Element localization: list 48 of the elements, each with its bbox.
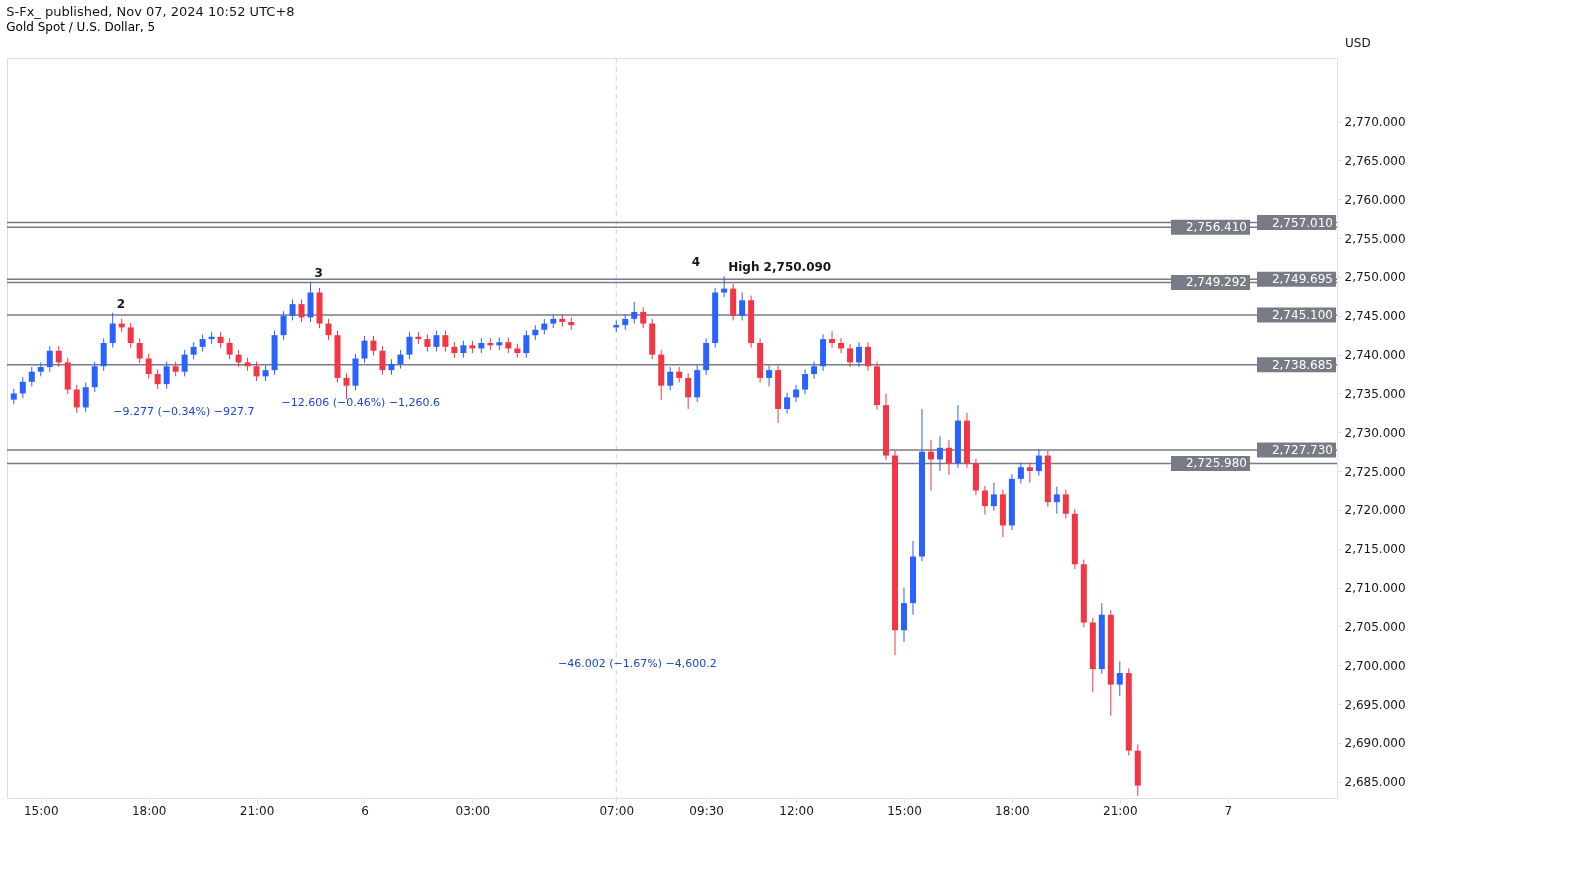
x-tick-label: 03:00 [455,803,491,818]
y-tick-label: 2,740.000 [1344,348,1406,363]
y-tick-label: 2,760.000 [1344,192,1406,207]
y-tick-label: 2,755.000 [1344,231,1406,246]
y-tick-label: 2,690.000 [1344,736,1406,751]
x-tick-label: 21:00 [1103,803,1138,818]
y-tick-label: 2,720.000 [1344,503,1406,518]
annotation: −46.002 (−1.67%) −4,600.2 [558,657,717,671]
y-tick-label: 2,685.000 [1344,775,1406,790]
annotation: 3 [314,265,323,280]
ref-line-label: 2,756.410 [1185,220,1247,235]
x-tick-label: 18:00 [131,803,167,818]
y-tick-label: 2,715.000 [1344,542,1406,557]
ref-line-label: 2,738.685 [1271,357,1333,372]
x-tick-label: 15:00 [23,803,59,818]
x-tick-label: 09:30 [689,803,724,818]
ref-line-label: 2,757.010 [1271,215,1333,230]
annotation: 4 [691,254,701,269]
chart-title: S-Fx_ published, Nov 07, 2024 10:52 UTC+8 [6,4,295,20]
y-tick-label: 2,725.000 [1344,464,1406,479]
x-tick-label: 18:00 [995,803,1030,818]
y-tick-label: 2,730.000 [1344,425,1406,440]
ref-line-label: 2,725.980 [1185,456,1247,471]
x-tick-label: 6 [361,803,369,818]
annotation: High 2,750.090 [728,260,832,275]
y-tick-label: 2,745.000 [1344,309,1406,324]
text: USD [1345,36,1371,51]
x-tick-label: 12:00 [779,803,814,818]
annotation: −9.277 (−0.34%) −927.7 [113,404,255,418]
chart-subtitle: Gold Spot / U.S. Dollar, 5 [6,20,156,35]
annotation: −12.606 (−0.46%) −1,260.6 [281,395,441,409]
ref-line-label: 2,749.695 [1271,272,1333,287]
y-tick-label: 2,710.000 [1344,581,1406,596]
y-tick-label: 2,700.000 [1344,658,1406,673]
x-tick-label: 07:00 [599,803,635,818]
annotation: 2 [116,296,126,311]
y-tick-label: 2,705.000 [1344,619,1406,634]
ref-line-label: 2,749.292 [1185,275,1247,290]
y-tick-label: 2,770.000 [1344,115,1406,130]
y-tick-label: 2,695.000 [1344,697,1406,712]
ref-line-label: 2,727.730 [1271,442,1333,457]
x-tick-label: 15:00 [887,803,922,818]
y-tick-label: 2,735.000 [1344,386,1406,401]
y-tick-label: 2,765.000 [1344,154,1406,168]
ref-line-label: 2,745.100 [1271,308,1333,323]
x-tick-label: 7 [1224,803,1233,818]
y-tick-label: 2,750.000 [1344,270,1406,285]
x-tick-label: 21:00 [239,803,275,818]
